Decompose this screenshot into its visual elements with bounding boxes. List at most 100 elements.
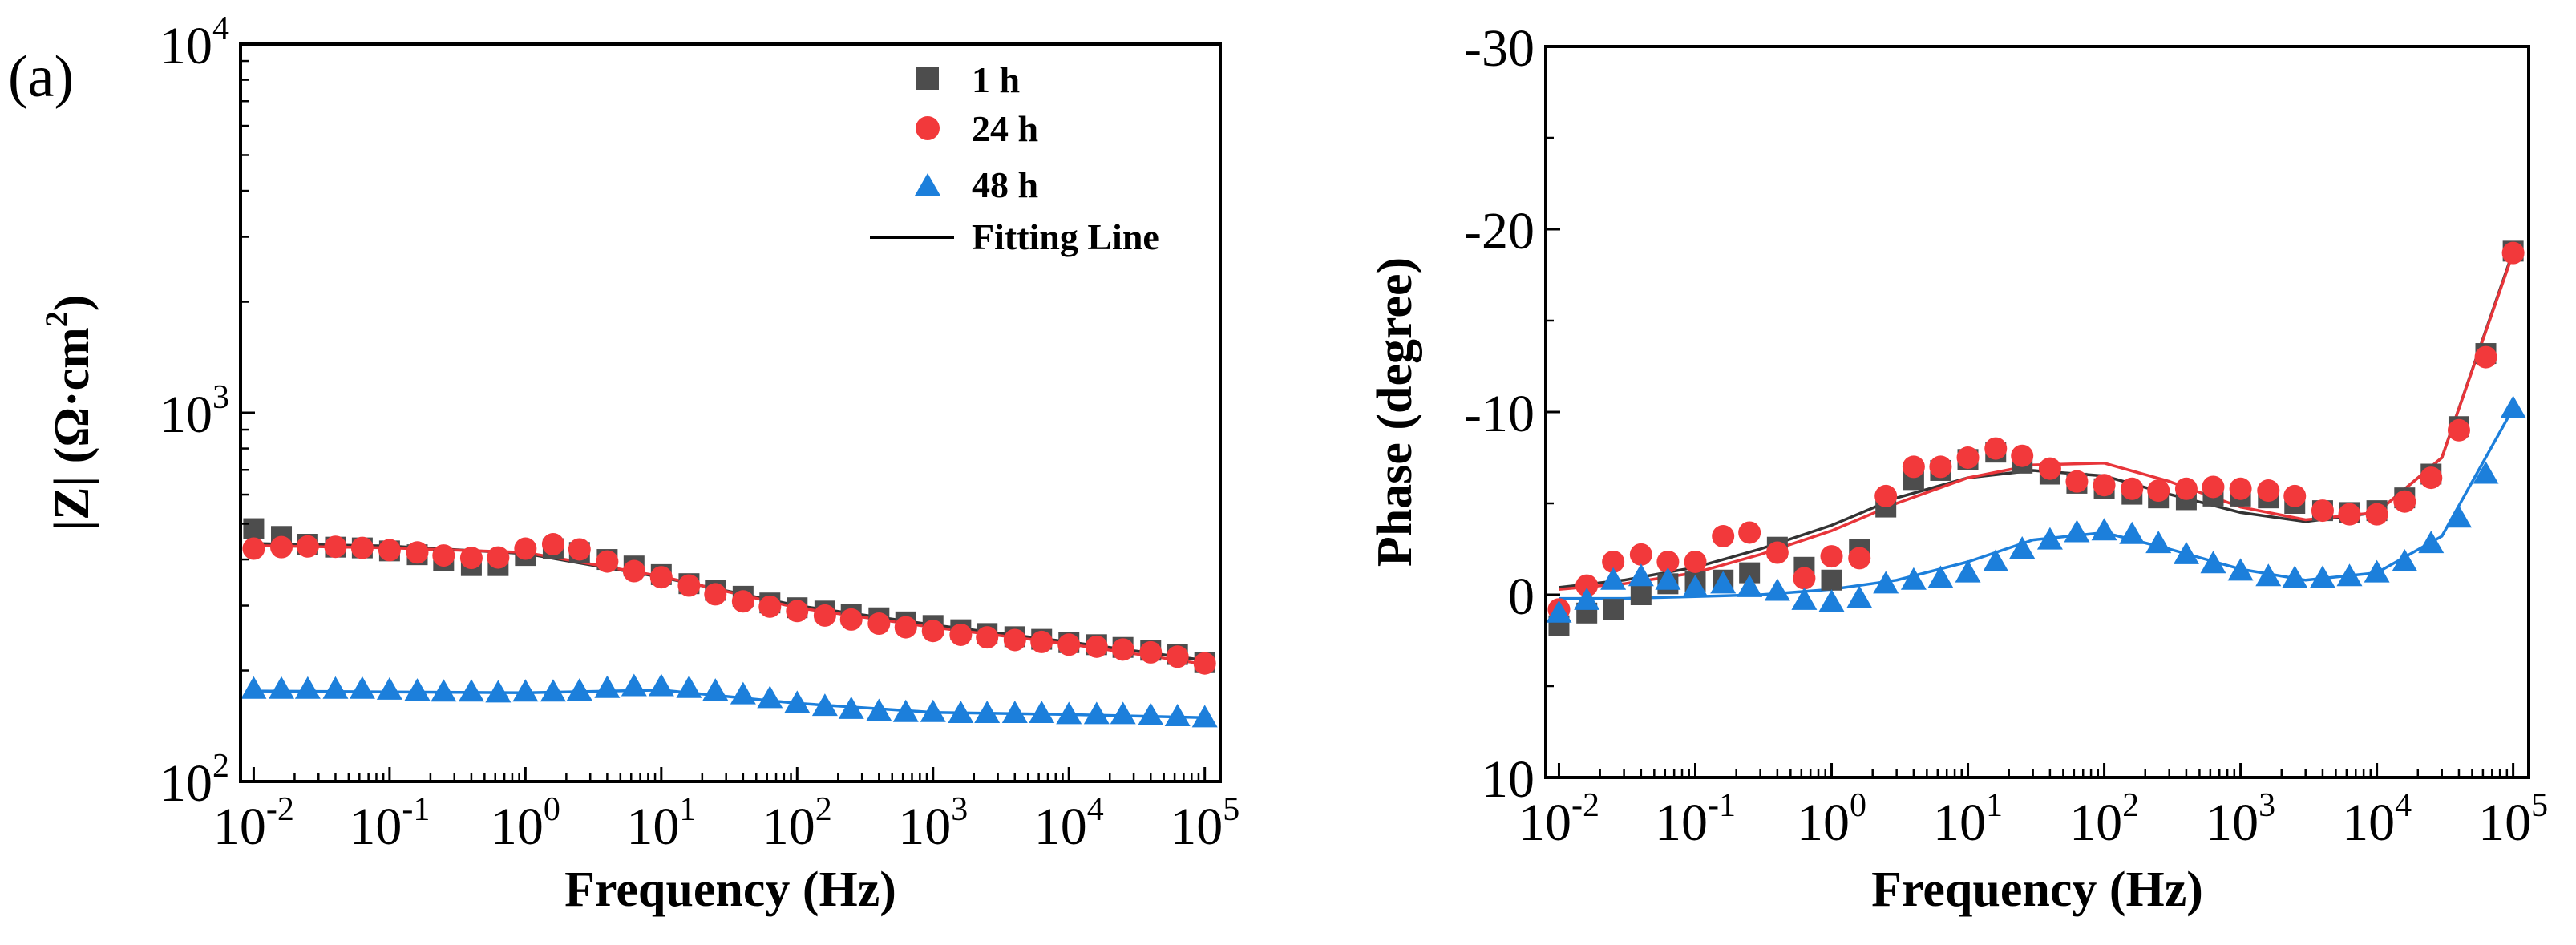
impedance-point-h24 bbox=[432, 544, 455, 567]
impedance-point-h24 bbox=[839, 608, 863, 631]
phase-point-h48 bbox=[2336, 563, 2363, 587]
phase-point-h24 bbox=[1848, 547, 1871, 570]
impedance-point-h48 bbox=[621, 673, 647, 697]
phase-point-h48 bbox=[2445, 505, 2472, 528]
phase-point-h48 bbox=[2064, 519, 2090, 543]
phase-point-h24 bbox=[1575, 574, 1599, 597]
impedance-y-tick-label: 104 bbox=[160, 10, 229, 75]
impedance-x-tick-label: 104 bbox=[1034, 791, 1104, 856]
legend: 1 h 24 h 48 h Fitting Line bbox=[870, 59, 1159, 257]
legend-label-48h: 48 h bbox=[972, 164, 1038, 205]
impedance-x-tick-label: 105 bbox=[1170, 791, 1239, 856]
phase-point-h48 bbox=[1818, 589, 1845, 612]
impedance-x-tick-label: 102 bbox=[762, 791, 832, 856]
phase-point-h1 bbox=[1630, 584, 1652, 605]
legend-marker-24h bbox=[916, 116, 940, 140]
impedance-point-h24 bbox=[406, 541, 429, 564]
phase-y-tick-label: 0 bbox=[1508, 567, 1535, 626]
phase-point-h48 bbox=[2009, 536, 2036, 559]
impedance-y-axis-title-sup: 2 bbox=[38, 311, 75, 327]
phase-point-h48 bbox=[2145, 531, 2172, 554]
impedance-point-h48 bbox=[512, 679, 539, 702]
phase-point-h24 bbox=[2121, 477, 2144, 500]
phase-point-h24 bbox=[1712, 525, 1735, 548]
phase-point-h24 bbox=[2257, 479, 2280, 503]
impedance-point-h24 bbox=[487, 546, 510, 569]
impedance-point-h24 bbox=[949, 623, 973, 646]
impedance-point-h48 bbox=[269, 676, 295, 699]
phase-point-h48 bbox=[2392, 548, 2418, 571]
phase-point-h24 bbox=[2393, 490, 2416, 513]
phase-point-h48 bbox=[1983, 548, 2009, 571]
impedance-point-h48 bbox=[376, 676, 402, 700]
impedance-point-h24 bbox=[596, 550, 619, 573]
phase-point-h48 bbox=[1764, 578, 1790, 601]
phase-y-tick-label: -30 bbox=[1464, 19, 1535, 78]
phase-point-h24 bbox=[1929, 455, 1952, 479]
phase-point-h48 bbox=[2309, 565, 2335, 588]
phase-point-h48 bbox=[2473, 461, 2499, 484]
legend-label-24h: 24 h bbox=[972, 108, 1038, 149]
phase-point-h48 bbox=[1546, 600, 1572, 623]
panel-label: (a) bbox=[8, 44, 74, 110]
phase-point-h48 bbox=[1574, 587, 1600, 610]
impedance-x-tick-label: 10-1 bbox=[349, 791, 430, 856]
phase-point-h24 bbox=[2447, 418, 2470, 442]
impedance-x-tick-label: 101 bbox=[626, 791, 696, 856]
phase-point-h24 bbox=[2420, 466, 2443, 490]
impedance-point-h24 bbox=[459, 547, 483, 570]
phase-point-h48 bbox=[1682, 574, 1709, 597]
impedance-point-h48 bbox=[1029, 701, 1055, 724]
impedance-point-h24 bbox=[242, 537, 265, 560]
phase-point-h48 bbox=[1655, 567, 1681, 590]
impedance-point-h48 bbox=[594, 675, 621, 698]
phase-point-h48 bbox=[1791, 587, 1818, 610]
impedance-point-h48 bbox=[866, 698, 892, 721]
phase-y-tick-label: 10 bbox=[1482, 750, 1535, 809]
impedance-point-h48 bbox=[349, 676, 375, 699]
impedance-point-h24 bbox=[1003, 628, 1026, 652]
phase-plot-frame bbox=[1544, 45, 2530, 779]
phase-point-h48 bbox=[1927, 565, 1954, 588]
impedance-x-tick-label: 103 bbox=[898, 791, 968, 856]
phase-point-h48 bbox=[2119, 521, 2145, 544]
phase-point-h24 bbox=[1902, 455, 1925, 479]
phase-point-h48 bbox=[1846, 585, 1873, 608]
impedance-point-h24 bbox=[704, 583, 727, 606]
impedance-point-h48 bbox=[920, 699, 946, 722]
impedance-point-h24 bbox=[786, 600, 809, 623]
phase-point-h48 bbox=[2036, 527, 2063, 550]
impedance-point-h24 bbox=[867, 612, 891, 636]
impedance-y-tick-label: 102 bbox=[160, 748, 229, 813]
impedance-point-h24 bbox=[296, 535, 319, 558]
phase-point-h48 bbox=[1737, 574, 1763, 597]
impedance-point-h48 bbox=[1191, 705, 1218, 728]
impedance-point-h24 bbox=[677, 574, 701, 597]
impedance-point-h48 bbox=[838, 696, 864, 719]
impedance-point-h48 bbox=[485, 680, 512, 703]
phase-point-h24 bbox=[1602, 550, 1625, 573]
impedance-point-h24 bbox=[1057, 633, 1081, 656]
phase-point-h24 bbox=[2229, 477, 2252, 500]
phase-point-h24 bbox=[2093, 474, 2116, 497]
impedance-data-marks bbox=[241, 518, 1218, 728]
impedance-point-h24 bbox=[1085, 635, 1108, 658]
phase-point-h24 bbox=[1738, 521, 1761, 544]
phase-point-h24 bbox=[2501, 241, 2525, 265]
phase-x-tick-label: 10-2 bbox=[1519, 787, 1599, 852]
impedance-point-h48 bbox=[241, 676, 267, 699]
phase-point-h48 bbox=[1600, 567, 1627, 590]
phase-point-h24 bbox=[2038, 457, 2061, 480]
impedance-point-h48 bbox=[404, 678, 431, 701]
phase-x-tick-label: 105 bbox=[2478, 787, 2548, 852]
impedance-point-h24 bbox=[1030, 630, 1053, 653]
impedance-point-h24 bbox=[1111, 638, 1134, 661]
phase-data-marks bbox=[1546, 240, 2526, 636]
impedance-point-h24 bbox=[649, 566, 673, 589]
phase-point-h48 bbox=[2227, 558, 2254, 581]
phase-point-h24 bbox=[2065, 470, 2089, 493]
impedance-point-h48 bbox=[892, 699, 919, 722]
impedance-plot-frame bbox=[239, 42, 1222, 783]
